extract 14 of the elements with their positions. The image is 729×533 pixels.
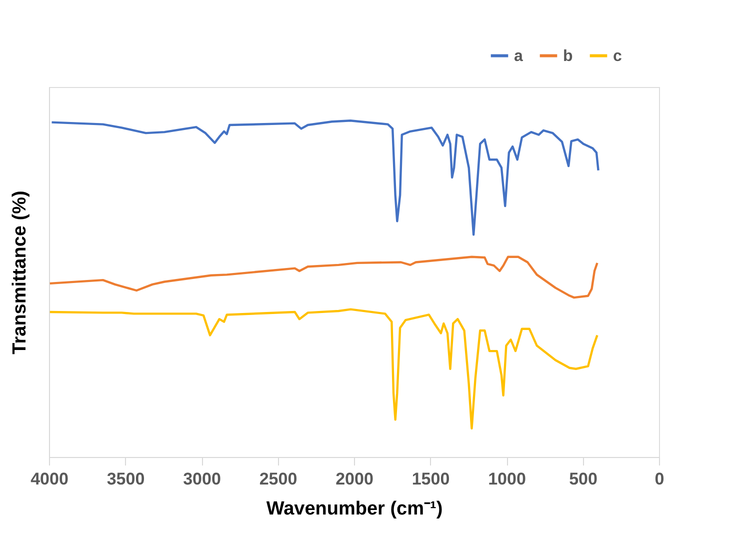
x-tick-label: 2500 xyxy=(259,470,298,488)
x-tick-label: 0 xyxy=(654,470,664,488)
x-tick-label: 500 xyxy=(569,470,598,488)
legend-label: a xyxy=(514,48,523,65)
x-tick-label: 2000 xyxy=(336,470,374,488)
x-tick-label: 1000 xyxy=(488,470,526,488)
legend-label: b xyxy=(563,48,573,65)
y-axis-title: Transmittance (%) xyxy=(10,190,30,354)
legend-label: c xyxy=(613,48,622,65)
x-tick-label: 3000 xyxy=(183,470,221,488)
x-tick-label: 4000 xyxy=(30,470,68,488)
x-axis-title: Wavenumber (cm⁻¹) xyxy=(266,498,443,520)
x-tick-label: 1500 xyxy=(412,470,450,488)
x-tick-label: 3500 xyxy=(106,470,145,488)
